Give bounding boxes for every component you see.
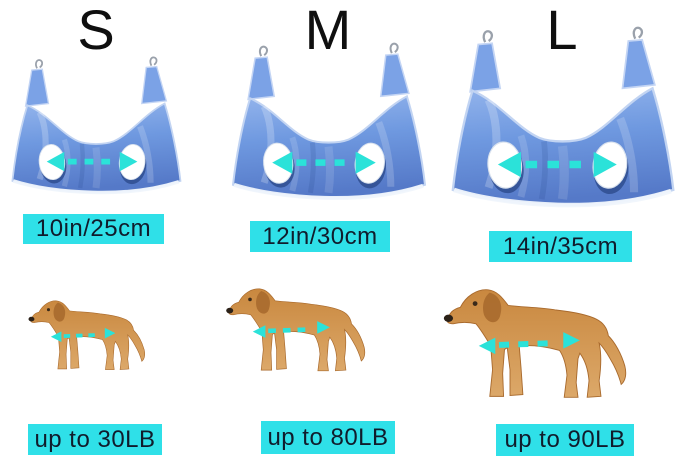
hammock-width-label-medium: 12in/30cm [250, 221, 390, 252]
size-letter-m: M [304, 0, 352, 61]
hammock-use [453, 28, 673, 205]
hammock-use [12, 57, 180, 192]
dog-weight-label-medium: up to 80LB [261, 421, 395, 454]
hammock-illustration-small [8, 56, 184, 210]
dog-illustration-small [26, 298, 147, 372]
dog-weight-label-small: up to 30LB [28, 424, 162, 455]
size-letter-l: L [546, 0, 578, 61]
hammock-illustration-large [447, 26, 678, 228]
dog-illustration-large [438, 265, 650, 412]
dog-use [444, 290, 626, 398]
size-letter-s: S [77, 0, 115, 61]
hammock-width-label-small: 10in/25cm [23, 214, 164, 244]
dog-weight-label-large: up to 90LB [496, 424, 634, 456]
hammock-width-label-large: 14in/35cm [489, 231, 632, 262]
hammock-use [233, 44, 425, 198]
hammock-illustration-medium [228, 42, 429, 218]
dog-use [226, 289, 365, 371]
dog-use [26, 298, 147, 372]
dog-illustration-medium [222, 270, 383, 382]
